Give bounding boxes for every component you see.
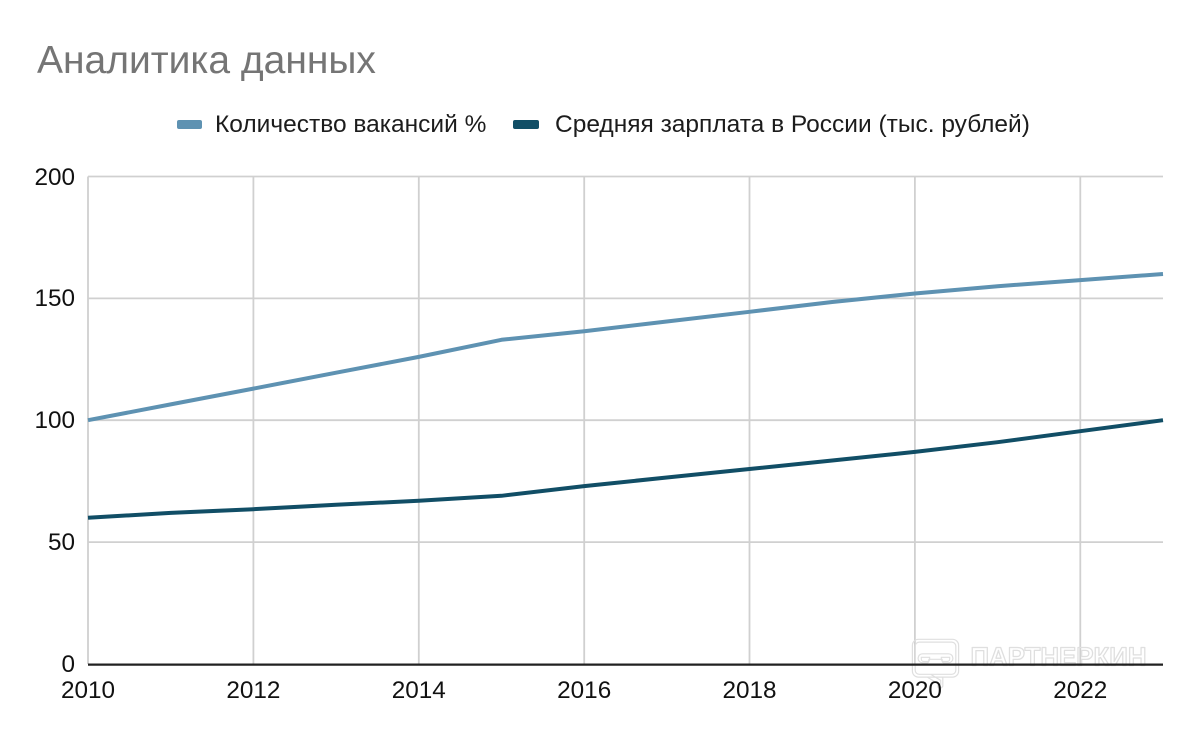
- svg-text:2016: 2016: [557, 677, 611, 704]
- svg-text:2018: 2018: [722, 677, 776, 704]
- svg-text:0: 0: [61, 651, 75, 678]
- svg-text:150: 150: [34, 285, 75, 312]
- svg-text:2014: 2014: [392, 677, 446, 704]
- svg-text:Количество вакансий %: Количество вакансий %: [215, 111, 486, 138]
- svg-text:100: 100: [34, 407, 75, 434]
- svg-text:2010: 2010: [61, 677, 115, 704]
- svg-text:50: 50: [48, 529, 75, 556]
- svg-text:200: 200: [34, 164, 75, 191]
- svg-text:ПАРТНЕРКИН: ПАРТНЕРКИН: [971, 642, 1147, 672]
- svg-text:2022: 2022: [1053, 677, 1107, 704]
- svg-text:2020: 2020: [888, 677, 942, 704]
- svg-text:Средняя зарплата в России (тыс: Средняя зарплата в России (тыс. рублей): [555, 111, 1030, 138]
- svg-text:Аналитика данных: Аналитика данных: [37, 39, 376, 82]
- svg-text:2012: 2012: [226, 677, 280, 704]
